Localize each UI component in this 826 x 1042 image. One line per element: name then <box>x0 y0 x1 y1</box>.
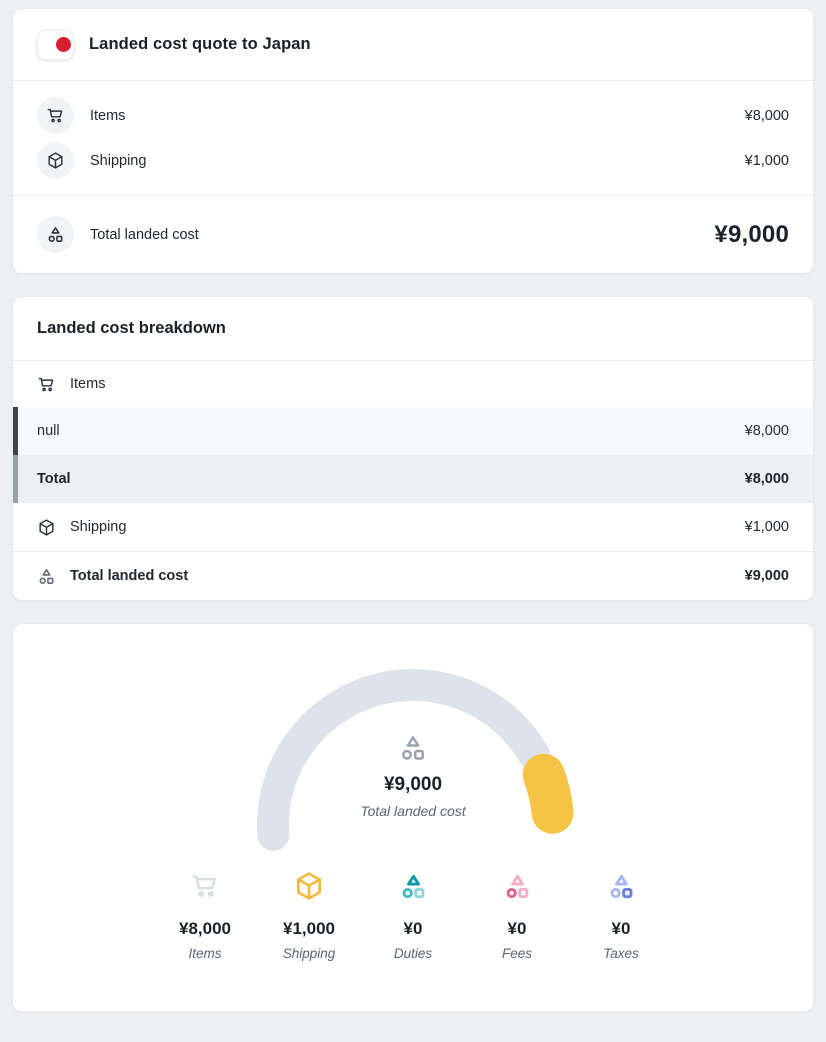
quote-header: Landed cost quote to Japan <box>13 9 813 80</box>
gauge-total-label: Total landed cost <box>360 803 466 819</box>
breakdown-row-shipping: Shipping ¥1,000 <box>13 503 813 551</box>
section-label: Items <box>70 376 106 392</box>
japan-flag-dot <box>55 37 71 52</box>
fees-shapes-icon <box>465 869 569 903</box>
breakdown-row-landed-total: Total landed cost ¥9,000 <box>13 552 813 600</box>
quote-row-items: Items ¥8,000 <box>37 93 789 138</box>
divider <box>13 80 813 81</box>
gauge-center: ¥9,000 Total landed cost <box>248 733 578 819</box>
stat-shipping: ¥1,000 Shipping <box>257 869 361 961</box>
landed-cost-shapes-icon <box>248 733 578 763</box>
quote-summary-card: Landed cost quote to Japan Items ¥8,000 <box>12 8 814 274</box>
quote-total-row: Total landed cost ¥9,000 <box>13 196 813 273</box>
landed-cost-gauge-chart: ¥9,000 Total landed cost <box>248 657 578 857</box>
page-title: Landed cost quote to Japan <box>89 35 311 53</box>
row-value: ¥8,000 <box>744 107 789 124</box>
cart-icon <box>37 375 56 394</box>
stat-label: Fees <box>501 946 532 961</box>
row-value: ¥9,000 <box>744 568 789 584</box>
row-value: ¥8,000 <box>744 423 789 439</box>
duties-shapes-icon <box>361 869 465 903</box>
divider <box>13 551 813 552</box>
landed-cost-shapes-icon <box>37 216 74 253</box>
breakdown-row-total: Total ¥8,000 <box>13 455 813 503</box>
row-value: ¥1,000 <box>744 519 789 535</box>
gauge-track-arc <box>256 669 551 851</box>
total-value: ¥9,000 <box>714 220 789 248</box>
cart-icon <box>37 97 74 134</box>
stat-taxes: ¥0 Taxes <box>569 869 673 961</box>
breakdown-items-header: Items <box>13 361 813 407</box>
row-label: Shipping <box>70 519 127 535</box>
row-label: Items <box>90 107 126 124</box>
stat-duties: ¥0 Duties <box>361 869 465 961</box>
stat-items: ¥8,000 Items <box>153 869 257 961</box>
gauge-card: ¥9,000 Total landed cost ¥8,000 Items <box>12 623 814 1012</box>
stat-label: Items <box>188 946 222 961</box>
taxes-shapes-icon <box>569 869 673 903</box>
breakdown-title: Landed cost breakdown <box>37 319 226 337</box>
gauge-arcs <box>256 669 574 851</box>
stat-value: ¥8,000 <box>179 919 231 938</box>
gauge-shipping-segment <box>522 753 574 834</box>
stat-label: Taxes <box>603 946 639 961</box>
stat-fees: ¥0 Fees <box>465 869 569 961</box>
breakdown-card: Landed cost breakdown Items null ¥8,000 … <box>12 296 814 601</box>
stat-value: ¥0 <box>507 919 527 938</box>
japan-flag-icon <box>37 29 74 60</box>
row-label: null <box>37 423 60 439</box>
stat-label: Duties <box>393 946 433 961</box>
row-label: Total landed cost <box>70 568 189 584</box>
gauge-total-value: ¥9,000 <box>383 774 443 795</box>
row-value: ¥8,000 <box>744 471 789 487</box>
quote-row-shipping: Shipping ¥1,000 <box>37 138 789 183</box>
cost-stats-row: ¥8,000 Items ¥1,000 Shipping <box>13 869 813 961</box>
stat-value: ¥1,000 <box>283 919 335 938</box>
quote-rows: Items ¥8,000 Shipping ¥1,000 <box>13 81 813 195</box>
total-label: Total landed cost <box>90 226 199 243</box>
breakdown-row-null: null ¥8,000 <box>13 407 813 455</box>
stat-value: ¥0 <box>611 919 631 938</box>
package-icon <box>257 869 361 903</box>
divider <box>13 360 813 361</box>
row-label: Shipping <box>90 152 147 169</box>
package-icon <box>37 518 56 537</box>
row-label: Total <box>37 471 71 487</box>
stat-value: ¥0 <box>403 919 423 938</box>
divider <box>13 195 813 196</box>
row-value: ¥1,000 <box>744 152 789 169</box>
cart-icon <box>153 869 257 903</box>
landed-cost-shapes-icon <box>37 567 56 586</box>
stat-label: Shipping <box>282 946 336 961</box>
package-icon <box>37 142 74 179</box>
